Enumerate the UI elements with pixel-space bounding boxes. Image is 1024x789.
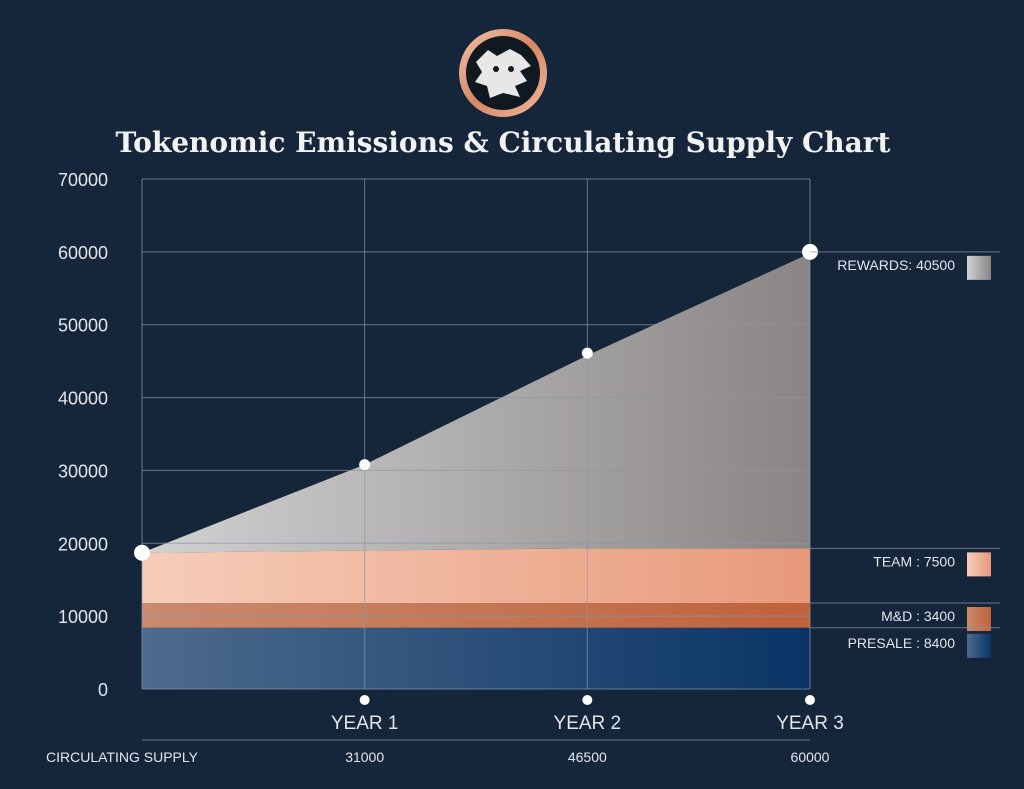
chart-grid	[141, 178, 811, 690]
y-tick-label: 70000	[58, 170, 108, 190]
supply-value: 60000	[791, 749, 830, 765]
x-tick-label: YEAR 3	[776, 713, 844, 734]
chart-title: Tokenomic Emissions & Circulating Supply…	[116, 126, 891, 159]
y-axis: 0 10000 20000 30000 40000 50000 60000 70000	[58, 170, 108, 700]
y-tick-label: 50000	[58, 316, 108, 336]
y-tick-label: 20000	[58, 534, 108, 554]
y-tick-label: 10000	[58, 607, 108, 627]
x-axis: YEAR 1 YEAR 2 YEAR 3	[331, 695, 844, 734]
area-team	[142, 548, 810, 604]
circulating-supply-row: CIRCULATING SUPPLY 31000 46500 60000	[46, 739, 830, 765]
x-tick-label: YEAR 1	[331, 713, 399, 734]
data-point	[581, 347, 593, 359]
y-tick-label: 60000	[58, 243, 108, 263]
x-tick-label: YEAR 2	[554, 713, 622, 734]
x-axis-marker	[582, 695, 593, 705]
legend: REWARDS: 40500 TEAM : 7500 M&D : 3400 PRESA…	[810, 251, 1000, 658]
legend-label: REWARDS: 40500	[837, 257, 955, 273]
legend-swatch-team	[967, 552, 991, 577]
y-tick-label: 30000	[58, 461, 108, 481]
y-tick-label: 0	[98, 680, 108, 700]
supply-row-label: CIRCULATING SUPPLY	[46, 749, 199, 765]
y-tick-label: 40000	[58, 389, 108, 409]
data-point	[134, 544, 150, 561]
data-point	[359, 459, 371, 471]
x-axis-marker	[805, 695, 815, 705]
supply-value: 31000	[345, 749, 384, 765]
legend-label: PRESALE : 8400	[848, 635, 956, 651]
wolf-logo-icon	[459, 29, 547, 117]
area-rewards	[142, 253, 810, 553]
legend-label: TEAM : 7500	[873, 553, 955, 569]
legend-label: M&D : 3400	[881, 608, 955, 624]
legend-swatch-md	[967, 607, 991, 632]
legend-swatch-presale	[967, 633, 991, 658]
legend-swatch-rewards	[967, 255, 991, 280]
data-markers	[134, 243, 818, 561]
chart-areas	[142, 253, 810, 689]
supply-value: 46500	[568, 749, 607, 765]
area-md	[142, 603, 810, 628]
x-axis-marker	[359, 695, 370, 705]
area-presale	[142, 627, 810, 689]
